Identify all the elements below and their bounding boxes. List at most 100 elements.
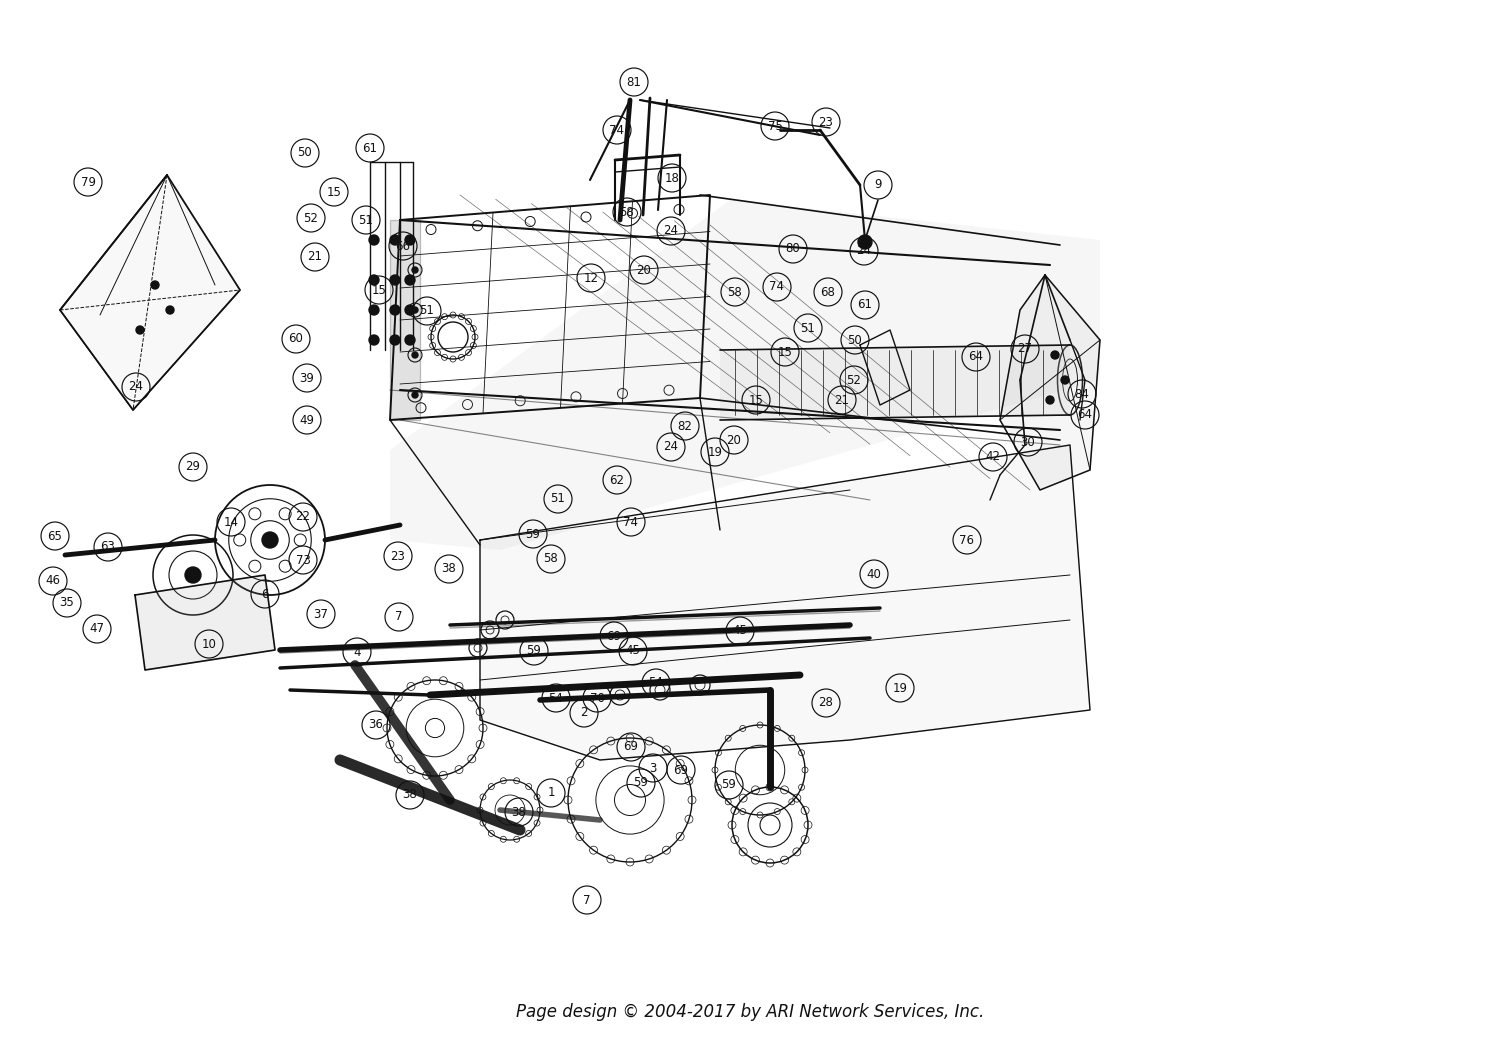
- Text: 29: 29: [186, 461, 201, 473]
- Text: 45: 45: [626, 645, 640, 658]
- Text: 24: 24: [856, 245, 871, 257]
- Text: 79: 79: [81, 175, 96, 189]
- Text: 3: 3: [650, 762, 657, 774]
- Text: 27: 27: [1017, 343, 1032, 355]
- Text: 74: 74: [770, 280, 784, 294]
- Text: 19: 19: [708, 446, 723, 458]
- Circle shape: [405, 235, 416, 245]
- Text: 80: 80: [786, 243, 801, 255]
- Circle shape: [369, 334, 380, 345]
- Text: 40: 40: [867, 568, 882, 580]
- Text: 18: 18: [664, 172, 680, 184]
- Circle shape: [390, 275, 400, 286]
- Text: 59: 59: [526, 645, 542, 658]
- Circle shape: [413, 307, 419, 313]
- Text: 23: 23: [390, 549, 405, 563]
- Text: 64: 64: [1077, 408, 1092, 422]
- Circle shape: [413, 392, 419, 398]
- Text: 51: 51: [550, 493, 566, 505]
- Polygon shape: [480, 445, 1090, 760]
- Circle shape: [405, 334, 416, 345]
- Circle shape: [390, 305, 400, 315]
- Text: 14: 14: [224, 516, 238, 528]
- Text: 73: 73: [296, 553, 310, 567]
- Text: 54: 54: [648, 676, 663, 690]
- Circle shape: [1052, 351, 1059, 359]
- Text: 66: 66: [396, 240, 411, 252]
- Text: 42: 42: [986, 450, 1000, 464]
- Circle shape: [390, 334, 400, 345]
- Circle shape: [136, 326, 144, 334]
- Text: 36: 36: [369, 719, 384, 731]
- Text: 59: 59: [722, 778, 736, 792]
- Text: 64: 64: [969, 350, 984, 364]
- Text: 69: 69: [624, 741, 639, 753]
- Circle shape: [369, 305, 380, 315]
- Circle shape: [1046, 396, 1054, 404]
- Text: 76: 76: [960, 534, 975, 546]
- Text: 50: 50: [847, 333, 862, 347]
- Text: 1: 1: [548, 787, 555, 799]
- Text: 19: 19: [892, 681, 908, 695]
- Text: 69: 69: [674, 764, 688, 776]
- Text: 58: 58: [620, 205, 634, 219]
- Circle shape: [166, 306, 174, 314]
- Text: 38: 38: [441, 563, 456, 575]
- Text: 15: 15: [327, 185, 342, 198]
- Text: 70: 70: [590, 692, 604, 704]
- Text: 12: 12: [584, 272, 598, 284]
- Text: 20: 20: [726, 433, 741, 447]
- Text: 81: 81: [627, 75, 642, 89]
- Text: 52: 52: [846, 373, 861, 387]
- Text: 75: 75: [768, 120, 783, 132]
- Text: 6: 6: [261, 588, 268, 600]
- Text: 63: 63: [100, 541, 116, 553]
- Text: 21: 21: [308, 250, 322, 264]
- Text: 7: 7: [584, 893, 591, 907]
- Text: 21: 21: [834, 394, 849, 406]
- Text: 68: 68: [821, 286, 836, 298]
- Text: 28: 28: [819, 696, 834, 710]
- Text: 82: 82: [678, 420, 693, 432]
- Text: 65: 65: [48, 529, 63, 543]
- Text: 9: 9: [874, 178, 882, 192]
- Circle shape: [405, 275, 416, 286]
- Text: 7: 7: [396, 611, 402, 623]
- Text: 45: 45: [732, 624, 747, 638]
- Text: 46: 46: [45, 574, 60, 588]
- Text: 59: 59: [525, 527, 540, 541]
- Text: 37: 37: [314, 607, 328, 620]
- Text: 35: 35: [60, 596, 75, 610]
- Text: 24: 24: [663, 224, 678, 238]
- Text: 15: 15: [372, 283, 387, 297]
- Text: 2: 2: [580, 706, 588, 719]
- Text: 59: 59: [633, 776, 648, 790]
- Text: 60: 60: [288, 332, 303, 346]
- Text: 38: 38: [512, 805, 526, 819]
- Text: 39: 39: [300, 372, 315, 384]
- Circle shape: [390, 235, 400, 245]
- Text: 69: 69: [606, 629, 621, 643]
- Circle shape: [184, 567, 201, 584]
- Text: 54: 54: [549, 692, 564, 704]
- Text: 84: 84: [1074, 388, 1089, 400]
- Text: 23: 23: [819, 116, 834, 128]
- Circle shape: [405, 305, 416, 315]
- Text: 24: 24: [663, 441, 678, 453]
- Polygon shape: [390, 200, 1100, 550]
- Polygon shape: [1000, 275, 1100, 490]
- Text: 15: 15: [777, 346, 792, 358]
- Circle shape: [152, 281, 159, 289]
- Text: 62: 62: [609, 473, 624, 487]
- Text: 61: 61: [363, 142, 378, 154]
- Text: 52: 52: [303, 212, 318, 224]
- Text: 61: 61: [858, 298, 873, 312]
- Text: 15: 15: [748, 394, 764, 406]
- Text: 10: 10: [201, 638, 216, 650]
- Polygon shape: [135, 575, 274, 670]
- Circle shape: [369, 235, 380, 245]
- Text: 51: 51: [358, 214, 374, 226]
- Circle shape: [413, 352, 419, 358]
- Text: 22: 22: [296, 511, 310, 523]
- Text: 49: 49: [300, 414, 315, 426]
